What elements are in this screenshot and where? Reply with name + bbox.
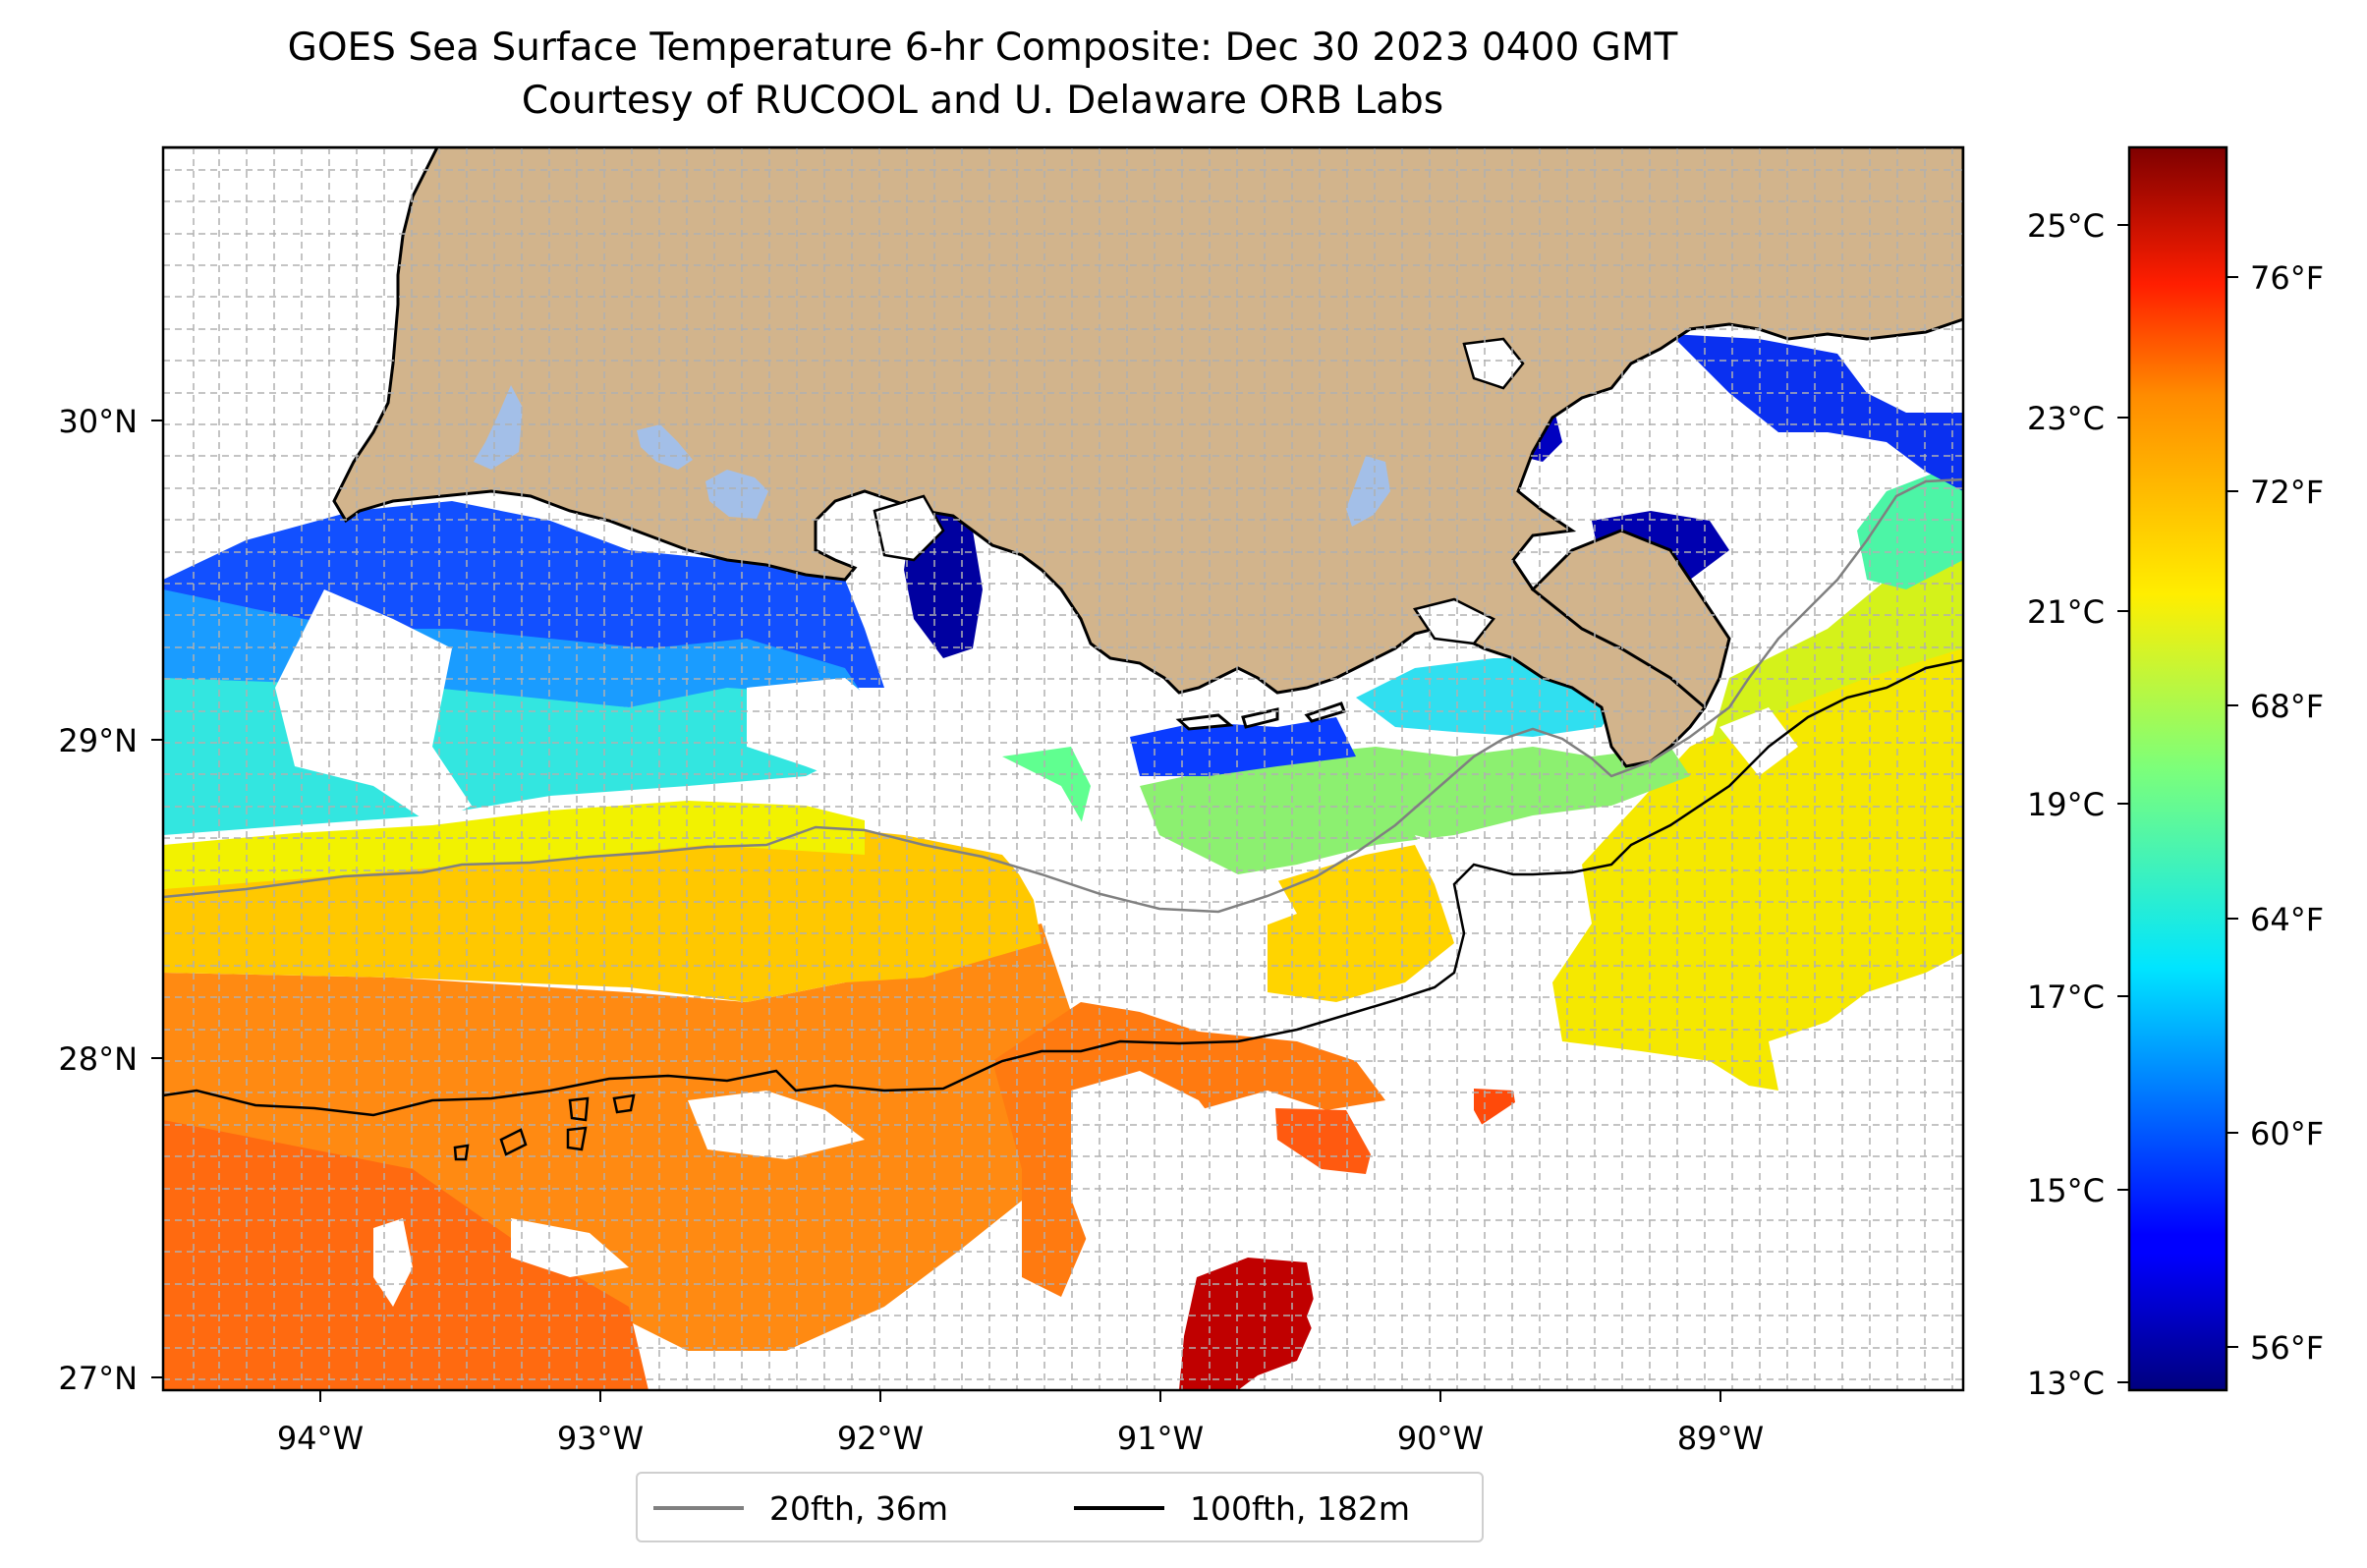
colorbar-fahrenheit-labels: 76°F 72°F 68°F 64°F 60°F 56°F <box>2250 259 2324 1367</box>
sst-yellow-center <box>1268 845 1454 1002</box>
sst-green-east <box>1857 462 1963 589</box>
axis-ticks <box>151 420 1721 1402</box>
celsius-tick-label: 13°C <box>2027 1365 2105 1402</box>
sst-blue-east <box>1670 334 1963 491</box>
celsius-tick-label: 15°C <box>2027 1172 2105 1209</box>
fahrenheit-tick-label: 64°F <box>2250 901 2324 938</box>
louisiana-texas-land <box>163 147 1963 768</box>
isobath-100fth <box>163 658 1963 1117</box>
lon-tick-label: 93°W <box>557 1420 644 1457</box>
inner-lake-3 <box>873 494 945 562</box>
fahrenheit-tick-label: 72°F <box>2250 474 2324 511</box>
map-title: GOES Sea Surface Temperature 6-hr Compos… <box>287 26 1678 70</box>
legend-label: 100fth, 182m <box>1190 1488 1410 1528</box>
sst-yellow-top <box>163 801 865 889</box>
gridlines <box>163 147 1963 1390</box>
inner-lake-1 <box>1462 337 1525 390</box>
lon-tick-label: 89°W <box>1677 1420 1764 1457</box>
celsius-tick-label: 17°C <box>2027 979 2105 1016</box>
mississippi-delta-land <box>1530 529 1731 710</box>
sst-yellow-east <box>1552 629 1963 1091</box>
isobath-islands <box>453 1093 636 1161</box>
fahrenheit-tick-label: 60°F <box>2250 1115 2324 1152</box>
colorbar: 25°C 23°C 21°C 19°C 17°C 15°C 13°C 76°F … <box>2027 145 2324 1402</box>
colorbar-gradient <box>2127 145 2228 1392</box>
lat-tick-label: 30°N <box>58 403 138 440</box>
lon-tick-label: 92°W <box>837 1420 924 1457</box>
fahrenheit-tick-label: 76°F <box>2250 259 2324 297</box>
cloud-gaps <box>275 589 1963 1390</box>
land <box>163 147 1963 768</box>
legend-label: 20fth, 36m <box>769 1488 948 1528</box>
gray-line-icon <box>653 1506 744 1510</box>
celsius-tick-label: 23°C <box>2027 400 2105 437</box>
lon-tick-label: 91°W <box>1117 1420 1204 1457</box>
celsius-tick-label: 25°C <box>2027 207 2105 245</box>
lat-tick-label: 27°N <box>58 1360 138 1397</box>
fahrenheit-tick-label: 68°F <box>2250 688 2324 725</box>
legend-item-20fth: 20fth, 36m <box>653 1485 948 1531</box>
map-frame <box>161 145 1965 1392</box>
inner-lake-2 <box>1412 597 1495 645</box>
colorbar-celsius-labels: 25°C 23°C 21°C 19°C 17°C 15°C 13°C <box>2027 207 2105 1402</box>
lat-tick-label: 29°N <box>58 722 138 759</box>
map-area <box>163 147 1963 1390</box>
colorbar-celsius-ticks <box>2117 224 2129 1383</box>
lon-tick-labels: 94°W 93°W 92°W 91°W 90°W 89°W <box>277 1420 1764 1457</box>
sst-red-blob <box>1179 1258 1317 1390</box>
isobath-20fth <box>163 477 1963 914</box>
map-subtitle: Courtesy of RUCOOL and U. Delaware ORB L… <box>521 79 1444 123</box>
sst-green-south <box>1140 747 1690 874</box>
black-line-icon <box>1074 1506 1164 1510</box>
colorbar-fahrenheit-ticks <box>2226 276 2238 1348</box>
lon-tick-label: 94°W <box>277 1420 364 1457</box>
lat-tick-label: 28°N <box>58 1040 138 1078</box>
sst-blue-center <box>1130 717 1356 776</box>
fahrenheit-tick-label: 56°F <box>2250 1329 2324 1367</box>
celsius-tick-label: 21°C <box>2027 593 2105 631</box>
legend-item-100fth: 100fth, 182m <box>1074 1485 1410 1531</box>
celsius-tick-label: 19°C <box>2027 786 2105 823</box>
lon-tick-label: 90°W <box>1397 1420 1484 1457</box>
inland-lakes <box>474 385 1390 527</box>
lat-tick-labels: 30°N 29°N 28°N 27°N <box>58 403 138 1397</box>
legend: 20fth, 36m 100fth, 182m <box>636 1472 1484 1542</box>
sst-yellowgreen-east <box>1710 550 1963 747</box>
